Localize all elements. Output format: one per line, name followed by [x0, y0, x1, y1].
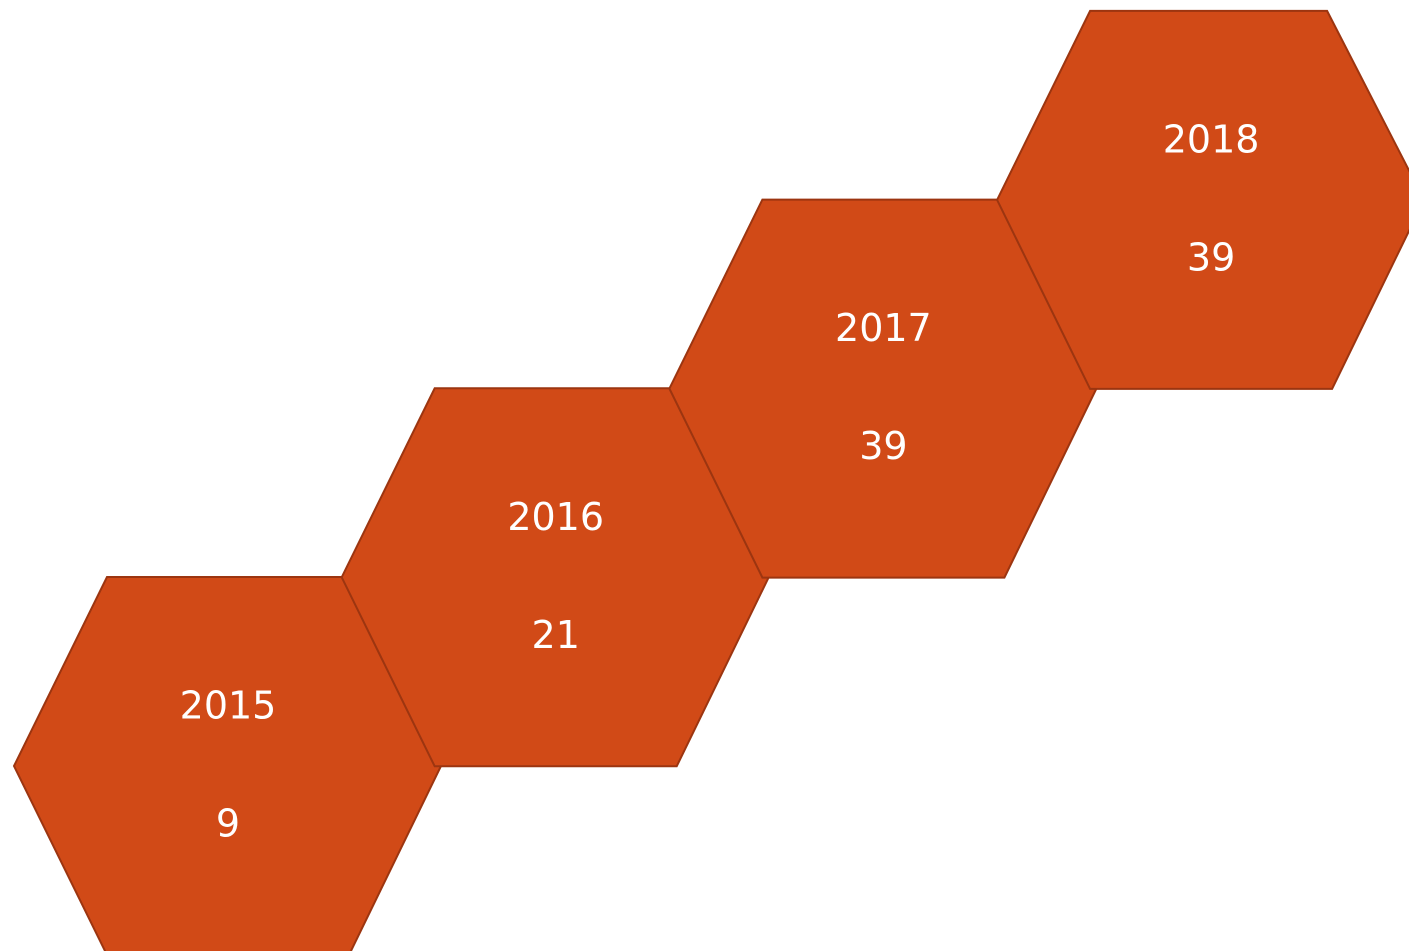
hexagon: [995, 9, 1409, 390]
node-year: 2018: [1163, 117, 1260, 161]
node-year: 2015: [180, 684, 277, 728]
hexagon-node: 2016 21: [340, 387, 770, 768]
hexagon-node: 2018 39: [995, 9, 1409, 390]
node-year: 2016: [507, 495, 604, 539]
node-value: 39: [859, 424, 907, 468]
node-value: 21: [532, 613, 580, 657]
node-value: 39: [1187, 235, 1235, 279]
node-value: 9: [216, 802, 240, 846]
hexagon-node: 2017 39: [668, 198, 1098, 579]
node-year: 2017: [835, 306, 932, 350]
